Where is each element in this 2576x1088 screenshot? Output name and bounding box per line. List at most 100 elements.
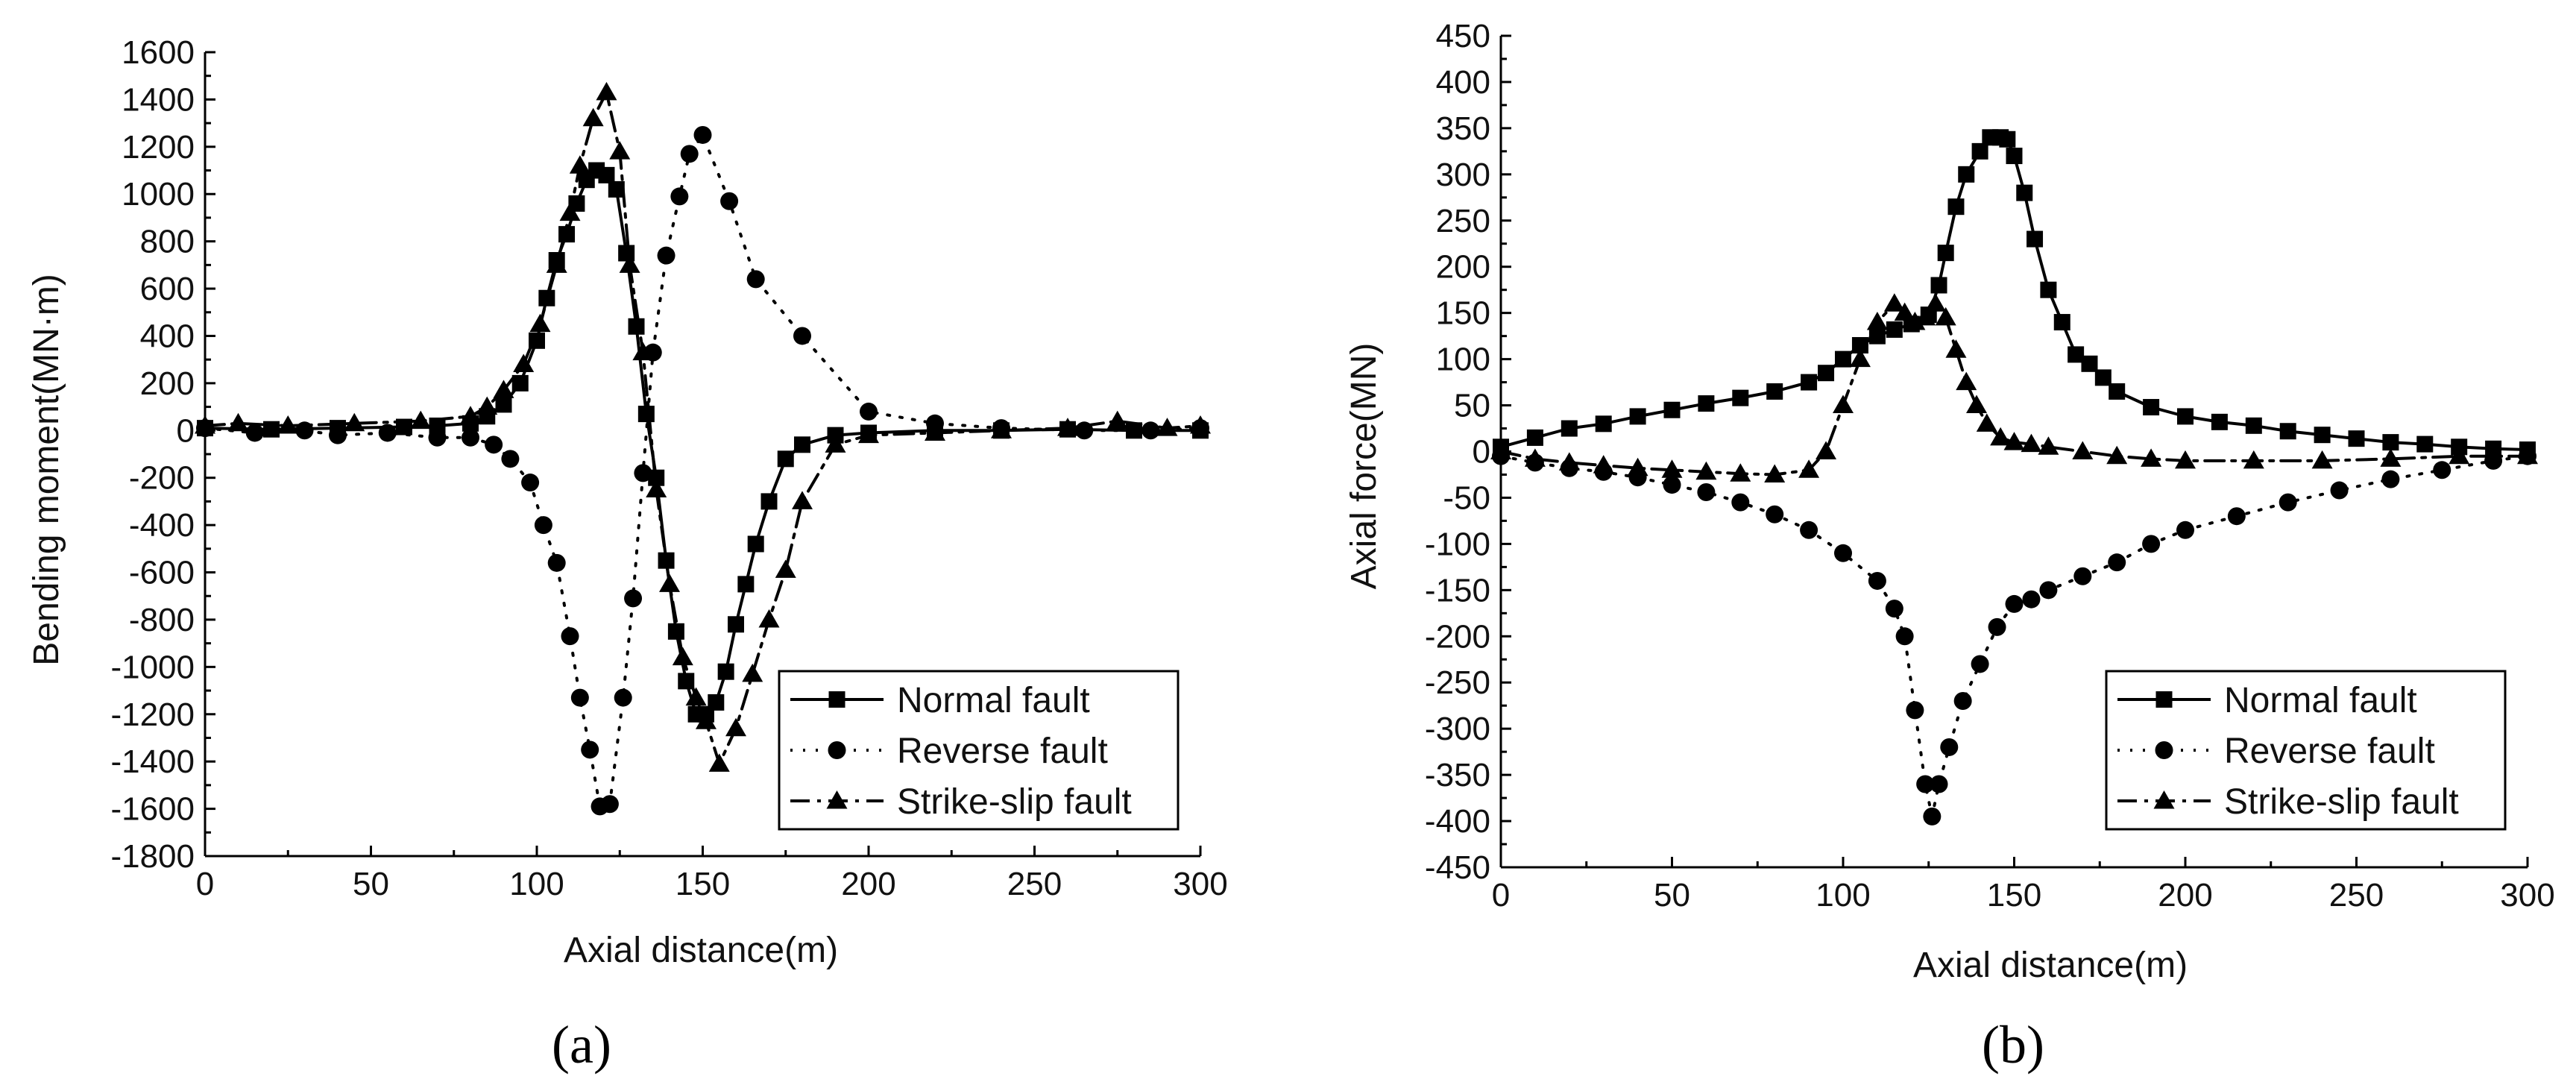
x-axis-title-a: Axial distance(m) xyxy=(564,931,838,970)
data-point-square-b xyxy=(1937,245,1954,262)
data-point-square-b xyxy=(2016,184,2033,201)
y-tick-label-a: -400 xyxy=(129,507,195,544)
y-tick-label-a: -200 xyxy=(129,460,195,497)
series-line-a xyxy=(204,169,1202,716)
data-point-triangle-b xyxy=(1524,448,1546,467)
x-tick-label-a: 0 xyxy=(196,866,214,902)
y-tick-label-a: 600 xyxy=(140,271,195,307)
data-point-triangle-a xyxy=(582,107,604,127)
data-point-circle-a xyxy=(581,740,599,759)
data-point-square-b xyxy=(2211,413,2228,430)
chart-a: 0 50 100 150 200 250 300 -1800 -1600 -1400 -1200 -1… xyxy=(27,34,1228,1075)
chart-b: 0 50 100 150 200 250 300 -450 -400 -350 -300 -250 -2… xyxy=(1344,18,2555,1075)
data-point-square-a xyxy=(717,663,734,680)
legend-label-b: Normal fault xyxy=(2224,681,2417,720)
data-point-square-b xyxy=(1971,142,1988,160)
legend-marker-circle-a xyxy=(828,741,846,759)
y-tick-label-b: -400 xyxy=(1425,803,1490,840)
legend-marker-circle-b xyxy=(2155,741,2173,759)
data-point-triangle-a xyxy=(742,663,763,682)
data-point-square-a xyxy=(628,318,645,335)
x-axis-title-b: Axial distance(m) xyxy=(1913,946,2188,985)
data-point-circle-a xyxy=(570,688,589,707)
data-point-triangle-a xyxy=(493,380,514,398)
data-point-circle-b xyxy=(2484,451,2503,470)
data-point-triangle-a xyxy=(1106,410,1128,430)
data-point-square-b xyxy=(2006,148,2023,165)
series-reverse-fault-a xyxy=(196,125,1209,816)
data-point-circle-b xyxy=(2073,567,2092,585)
data-point-triangle-a xyxy=(685,687,707,706)
data-point-triangle-a xyxy=(1156,418,1178,436)
data-point-triangle-b xyxy=(1966,394,1988,414)
data-point-triangle-a xyxy=(792,491,813,509)
data-point-square-b xyxy=(2279,423,2296,440)
data-point-triangle-a xyxy=(758,609,780,628)
data-point-square-b xyxy=(1999,131,2016,148)
data-point-triangle-b xyxy=(1866,312,1888,330)
data-point-circle-b xyxy=(2227,507,2246,526)
legend-label-a: Normal fault xyxy=(897,681,1090,720)
data-point-triangle-b xyxy=(1894,302,1915,321)
data-point-circle-b xyxy=(1834,544,1852,562)
y-tick-label-a: -800 xyxy=(129,602,195,638)
data-point-triangle-b xyxy=(2072,441,2094,459)
data-point-triangle-a xyxy=(195,415,215,434)
data-point-triangle-b xyxy=(1627,457,1648,477)
data-point-triangle-b xyxy=(2380,448,2402,467)
data-point-circle-a xyxy=(746,270,765,289)
y-tick-label-b: 200 xyxy=(1436,249,1490,286)
y-tick-label-a: -1800 xyxy=(110,838,195,875)
data-point-circle-a xyxy=(634,464,652,482)
data-point-triangle-b xyxy=(1935,306,1956,326)
data-point-square-b xyxy=(1947,198,1965,216)
data-point-circle-b xyxy=(2381,470,2400,488)
data-point-triangle-b xyxy=(1816,441,1837,459)
data-point-square-a xyxy=(737,576,755,593)
data-point-circle-a xyxy=(1141,421,1160,440)
data-point-triangle-a xyxy=(596,81,617,101)
data-point-triangle-b xyxy=(1490,441,1511,459)
data-point-circle-b xyxy=(2039,581,2058,600)
y-tick-label-a: 1400 xyxy=(122,81,195,118)
y-tick-label-a: 0 xyxy=(177,412,195,449)
y-tick-label-a: 1200 xyxy=(122,129,195,166)
data-point-triangle-b xyxy=(1945,339,1967,358)
data-point-circle-b xyxy=(1697,483,1716,502)
data-point-square-b xyxy=(2416,435,2434,453)
legend-marker-triangle-a xyxy=(826,790,848,809)
data-point-triangle-b xyxy=(1593,455,1614,474)
plot-area-b: 0 50 100 150 200 250 300 -450 -400 -350 -300 -250 -2… xyxy=(1425,18,2555,914)
data-point-square-b xyxy=(1595,415,1612,433)
data-point-square-b xyxy=(2053,314,2070,331)
data-point-square-b xyxy=(1835,350,1851,368)
data-point-circle-b xyxy=(1885,600,1903,618)
x-tick-label-b: 250 xyxy=(2329,877,2384,914)
y-axis-title-b: Axial force(MN) xyxy=(1344,343,1384,590)
data-point-triangle-a xyxy=(344,412,365,432)
y-tick-label-b: 450 xyxy=(1436,18,1490,54)
data-point-circle-b xyxy=(2176,521,2194,539)
data-point-square-b xyxy=(1930,277,1947,294)
data-point-triangle-a xyxy=(476,396,498,415)
data-point-triangle-a xyxy=(991,420,1012,438)
data-point-circle-a xyxy=(378,424,397,442)
data-point-circle-b xyxy=(2108,553,2126,572)
data-point-triangle-a xyxy=(825,434,846,453)
data-point-circle-b xyxy=(2142,535,2161,553)
data-point-circle-a xyxy=(462,428,479,447)
data-point-square-b xyxy=(1561,420,1578,437)
data-point-triangle-b xyxy=(1924,293,1946,312)
data-point-square-a xyxy=(777,450,794,468)
data-point-square-b xyxy=(2109,383,2126,400)
data-point-circle-b xyxy=(1766,505,1784,523)
data-point-triangle-a xyxy=(646,479,667,498)
data-point-circle-b xyxy=(1800,521,1818,539)
data-point-triangle-a xyxy=(725,717,746,737)
y-tick-label-b: -50 xyxy=(1443,479,1490,516)
y-tick-label-a: 1600 xyxy=(122,34,195,71)
y-tick-label-b: -150 xyxy=(1425,572,1490,609)
panel-label-a: (a) xyxy=(552,1015,611,1075)
x-tick-label-b: 300 xyxy=(2500,877,2554,914)
